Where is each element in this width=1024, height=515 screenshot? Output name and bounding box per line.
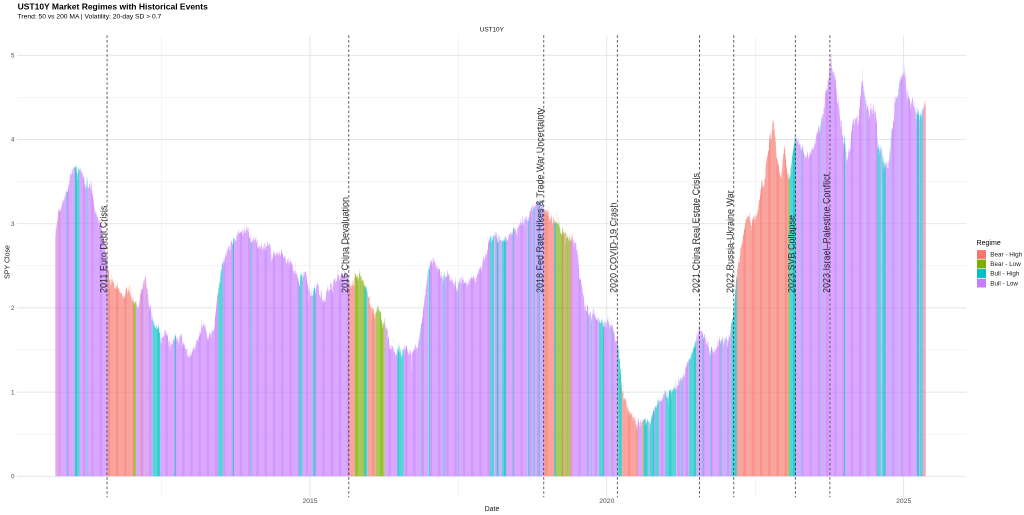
svg-text:3: 3 [11, 221, 15, 228]
svg-text:2021 China Real Estate Crisis: 2021 China Real Estate Crisis [691, 172, 701, 293]
svg-text:2015: 2015 [302, 498, 317, 505]
svg-text:UST10Y: UST10Y [480, 26, 505, 33]
svg-text:Date: Date [485, 506, 500, 513]
svg-text:Trend: 50 vs 200 MA | Volatili: Trend: 50 vs 200 MA | Volatility: 20-day… [18, 14, 162, 21]
svg-text:Bear - High: Bear - High [990, 252, 1022, 259]
svg-text:2023 SVB Collapse: 2023 SVB Collapse [787, 215, 797, 293]
svg-text:1: 1 [11, 389, 15, 396]
svg-text:2015 China Devaluation: 2015 China Devaluation [340, 197, 350, 293]
svg-text:2023 Israel–Palestine Conflict: 2023 Israel–Palestine Conflict [821, 173, 831, 293]
svg-text:2018 Fed Rate Hikes & Trade Wa: 2018 Fed Rate Hikes & Trade War Uncertai… [535, 107, 545, 293]
svg-text:2020: 2020 [599, 498, 614, 505]
svg-text:2: 2 [11, 305, 15, 312]
svg-text:UST10Y Market Regimes with His: UST10Y Market Regimes with Historical Ev… [18, 1, 208, 11]
svg-text:Bull - High: Bull - High [990, 271, 1020, 278]
svg-text:Bear - Low: Bear - Low [990, 261, 1021, 268]
svg-text:2022 Russia-Ukraine War: 2022 Russia-Ukraine War [725, 190, 735, 293]
svg-text:Regime: Regime [977, 240, 1001, 247]
svg-text:4: 4 [11, 137, 15, 144]
svg-text:SPY Close: SPY Close [4, 245, 11, 279]
svg-text:2011 Euro Debt Crisis: 2011 Euro Debt Crisis [99, 205, 109, 293]
svg-text:5: 5 [11, 53, 15, 60]
svg-text:2025: 2025 [896, 498, 911, 505]
svg-text:2020 COVID-19 Crash: 2020 COVID-19 Crash [609, 202, 619, 293]
svg-text:Bull - Low: Bull - Low [990, 280, 1018, 287]
svg-text:0: 0 [11, 474, 15, 481]
